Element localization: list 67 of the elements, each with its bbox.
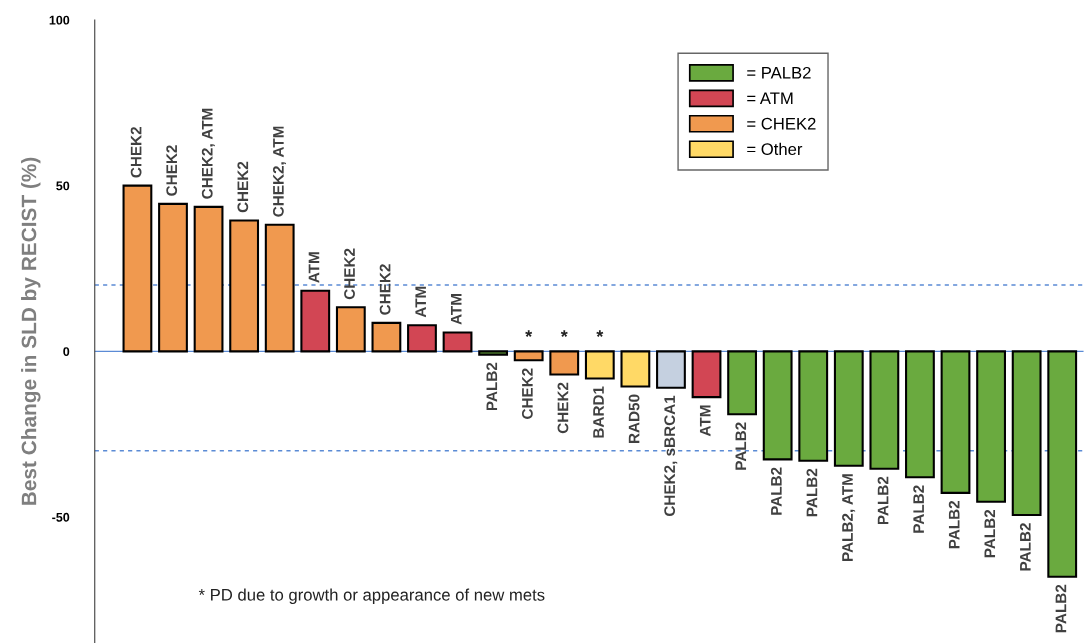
x-tick-label: ATM [308, 252, 320, 283]
data-label: * [596, 330, 604, 337]
x-tick-label: CHEK2 [379, 264, 391, 315]
bar [976, 350, 1006, 503]
bar [905, 350, 935, 479]
x-tick-label: CHEK2, sBRCA1 [664, 395, 678, 517]
x-tick-label: PALB2 [948, 500, 960, 549]
x-tick-label: PALB2, ATM [842, 474, 856, 561]
bar [442, 331, 473, 353]
bar [584, 350, 615, 380]
bar [620, 350, 651, 388]
x-tick-label: CHEK2, ATM [201, 108, 215, 199]
y-tick-label: 100 [49, 15, 70, 25]
bar [193, 205, 224, 353]
legend-label: = ATM [747, 92, 793, 104]
x-tick-label: RAD50 [628, 394, 640, 444]
x-tick-label: CHEK2 [130, 126, 142, 178]
bar [158, 202, 188, 353]
x-tick-label: PALB2 [770, 467, 782, 515]
data-label: * [560, 330, 568, 337]
y-tick-label: 50 [56, 181, 70, 191]
x-tick-label: PALB2 [877, 476, 889, 525]
x-tick-label: ATM [415, 286, 426, 318]
x-tick-label: CHEK2 [166, 145, 178, 196]
bar [407, 324, 437, 353]
x-tick-label: CHEK2 [521, 368, 533, 419]
x-tick-label: PALB2 [1019, 523, 1031, 571]
x-tick-label: BARD1 [593, 386, 604, 438]
x-tick-label: PALB2 [1055, 584, 1067, 633]
x-tick-label: CHEK2 [237, 161, 249, 213]
bar [264, 223, 295, 353]
bar [1011, 350, 1042, 517]
x-tick-label: CHEK2, ATM [272, 126, 287, 217]
bar [727, 350, 758, 416]
annotation: * PD due to growth or appearance of new mets [198, 588, 545, 605]
x-tick-label: CHEK2 [557, 382, 569, 434]
x-tick-label: ATM [699, 405, 711, 437]
bar [940, 350, 971, 494]
legend-label: = PALB2 [747, 66, 811, 79]
y-axis-title: Best Change in SLD by RECIST (%) [21, 157, 41, 505]
x-tick-label: PALB2 [486, 362, 498, 411]
legend-label: = Other [747, 142, 803, 156]
x-tick-label: CHEK2 [344, 248, 355, 300]
bar [762, 350, 793, 461]
data-label: * [525, 330, 533, 337]
bar [869, 350, 900, 470]
bar [300, 289, 331, 353]
x-tick-label: PALB2 [913, 485, 924, 533]
bar [335, 306, 366, 353]
bar [1047, 350, 1078, 578]
legend-label: = CHEK2 [747, 117, 816, 130]
bar [833, 350, 864, 467]
bar [656, 350, 686, 389]
y-tick-label: -50 [52, 512, 70, 522]
x-tick-label: PALB2 [984, 509, 996, 558]
x-tick-label: ATM [450, 294, 462, 325]
y-tick-label: 0 [63, 347, 70, 356]
bar [798, 350, 829, 462]
bar [371, 321, 402, 353]
x-tick-label: PALB2 [735, 422, 747, 470]
bar [513, 350, 544, 362]
bar [122, 184, 153, 353]
bar [691, 350, 722, 399]
bar [549, 350, 580, 376]
bar [478, 350, 509, 356]
bar [229, 219, 260, 353]
x-tick-label: PALB2 [806, 468, 818, 517]
